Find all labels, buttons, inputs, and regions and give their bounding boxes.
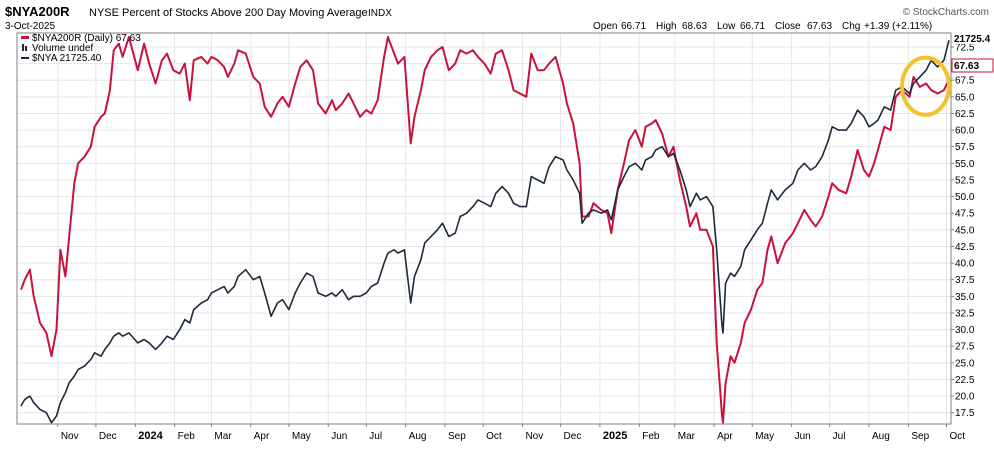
x-tick-label: Oct — [486, 431, 502, 442]
credit-text: © StockCharts.com — [903, 7, 989, 18]
x-tick-label: Jul — [833, 431, 846, 442]
low-value: 66.71 — [740, 21, 765, 32]
y-axis: 17.5 20.0 22.5 25.0 27.5 30.0 32.5 35.0 37.5 40.0… — [951, 42, 975, 419]
x-tick-label: Jul — [369, 431, 382, 442]
y-tick-label: 50.0 — [955, 192, 975, 203]
x-tick-label: Feb — [178, 431, 196, 442]
legend-entry-nya: $NYA 21725.40 — [32, 53, 102, 64]
y-tick-label: 52.5 — [955, 175, 975, 186]
legend-entry-nya200r: $NYA200R (Daily) 67.63 — [32, 33, 141, 44]
x-axis: Nov Dec 2024 Feb Mar Apr May Jun Jul Aug Sep Oct Nov… — [57, 424, 965, 442]
chg-value: +1.39 (+2.11%) — [864, 21, 932, 32]
y-tick-label: 60.0 — [955, 126, 975, 137]
series-lines — [20, 36, 950, 424]
exchange-label: INDX — [368, 8, 392, 19]
symbol-title: $NYA200R — [5, 4, 70, 19]
x-tick-label: Mar — [678, 431, 696, 442]
y-tick-label: 45.0 — [955, 225, 975, 236]
series-line-nya200r — [20, 36, 950, 424]
x-tick-label: Sep — [911, 431, 929, 442]
x-tick-label: Aug — [872, 431, 890, 442]
y-tick-label: 65.0 — [955, 92, 975, 103]
y-tick-label: 35.0 — [955, 292, 975, 303]
close-label: Close — [775, 21, 801, 32]
x-tick-label: Mar — [214, 431, 232, 442]
legend-swatch-volume — [22, 44, 24, 51]
high-label: High — [656, 21, 677, 32]
y-tick-label: 17.5 — [955, 408, 975, 419]
x-tick-label: Nov — [525, 431, 543, 442]
y-tick-label: 57.5 — [955, 142, 975, 153]
y-tick-label: 20.0 — [955, 392, 975, 403]
y-tick-label: 47.5 — [955, 209, 975, 220]
open-value: 66.71 — [621, 21, 646, 32]
x-tick-label: May — [292, 431, 311, 442]
nya-last-value: 21725.4 — [954, 34, 991, 45]
x-tick-label: Apr — [254, 431, 270, 442]
low-label: Low — [717, 21, 736, 32]
legend-entry-volume: Volume undef — [32, 43, 93, 54]
x-tick-label: Jun — [795, 431, 811, 442]
x-tick-label: Nov — [61, 431, 79, 442]
chg-label: Chg — [842, 21, 860, 32]
y-tick-label: 22.5 — [955, 375, 975, 386]
x-tick-label: Feb — [642, 431, 660, 442]
nya200r-last-tag-bg — [951, 58, 994, 73]
legend-swatch-nya — [21, 57, 29, 59]
last-value-tags: 21725.4 67.63 — [951, 32, 994, 73]
y-tick-label: 37.5 — [955, 275, 975, 286]
x-tick-label: 2025 — [603, 430, 627, 442]
y-tick-label: 62.5 — [955, 109, 975, 120]
x-tick-label: Apr — [717, 431, 733, 442]
ohlc-summary: Open 66.71 High 68.63 Low 66.71 Close 67… — [593, 21, 932, 32]
y-tick-label: 42.5 — [955, 242, 975, 253]
y-tick-label: 72.5 — [955, 42, 975, 53]
y-tick-label: 67.5 — [955, 76, 975, 87]
nya200r-last-value: 67.63 — [954, 61, 979, 72]
highlight-circle — [900, 55, 951, 117]
chart-date: 3-Oct-2025 — [5, 21, 55, 32]
x-tick-label: 2024 — [138, 430, 163, 442]
y-tick-label: 55.0 — [955, 159, 975, 170]
y-tick-label: 27.5 — [955, 342, 975, 353]
plot-frame — [16, 32, 952, 425]
nya-last-tag-bg — [952, 32, 993, 44]
open-label: Open — [593, 21, 617, 32]
y-tick-label: 25.0 — [955, 358, 975, 369]
chart-description: NYSE Percent of Stocks Above 200 Day Mov… — [89, 7, 368, 19]
y-tick-label: 30.0 — [955, 325, 975, 336]
x-tick-label: Aug — [409, 431, 427, 442]
x-tick-label: Dec — [99, 431, 117, 442]
high-value: 68.63 — [682, 21, 707, 32]
x-tick-label: Dec — [564, 431, 582, 442]
x-tick-label: Sep — [448, 431, 466, 442]
x-tick-label: Jun — [331, 431, 347, 442]
legend-swatch-nya200r — [21, 36, 29, 39]
x-tick-label: May — [755, 431, 774, 442]
x-tick-label: Oct — [949, 431, 965, 442]
grid — [17, 33, 951, 424]
series-line-nya — [20, 40, 950, 424]
legend-swatch-volume-2 — [25, 46, 27, 51]
y-tick-label: 32.5 — [955, 308, 975, 319]
legend: $NYA200R (Daily) 67.63 Volume undef $NYA… — [21, 33, 141, 64]
close-value: 67.63 — [807, 21, 832, 32]
y-tick-label: 40.0 — [955, 259, 975, 270]
